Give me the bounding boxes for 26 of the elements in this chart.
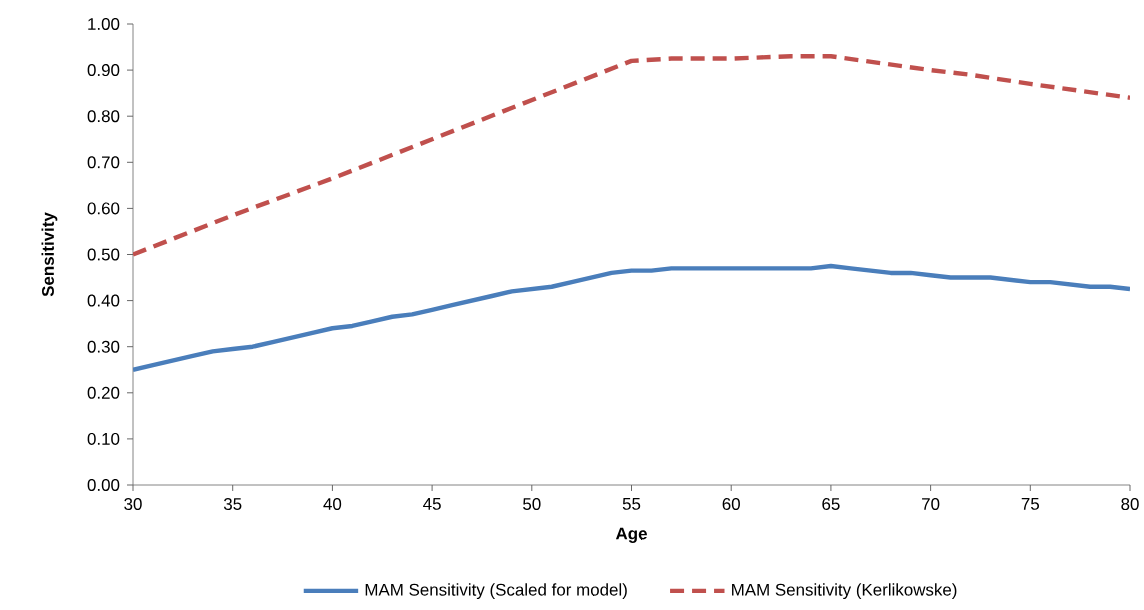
y-tick-label: 0.90 <box>87 64 120 77</box>
y-tick-label: 0.10 <box>87 432 120 445</box>
x-tick-label: 35 <box>223 498 242 511</box>
x-tick-label: 60 <box>722 498 740 511</box>
y-tick-label: 0.60 <box>87 202 120 215</box>
y-tick-label: 0.30 <box>87 340 120 353</box>
x-tick-label: 75 <box>1021 498 1040 510</box>
y-tick-label: 0.00 <box>87 479 120 491</box>
y-axis-title: Sensitivity <box>41 212 58 297</box>
y-tick-label: 1.00 <box>88 18 120 30</box>
x-tick-label: 30 <box>124 498 142 511</box>
legend-label: MAM Sensitivity (Scaled for model) <box>365 583 627 600</box>
x-tick-label: 50 <box>523 498 541 511</box>
y-tick-label: 0.70 <box>87 156 120 169</box>
x-axis-title: Age <box>615 527 647 543</box>
x-tick-label: 80 <box>1121 498 1139 511</box>
x-tick-label: 45 <box>423 498 441 510</box>
y-tick-label: 0.80 <box>87 110 120 123</box>
x-tick-label: 65 <box>822 498 840 511</box>
legend-label: MAM Sensitivity (Kerlikowske) <box>732 583 957 600</box>
x-tick-label: 70 <box>922 498 940 511</box>
x-tick-label: 55 <box>622 498 641 510</box>
y-tick-label: 0.20 <box>87 386 120 399</box>
y-tick-label: 0.50 <box>87 248 120 261</box>
y-tick-label: 0.40 <box>87 294 120 307</box>
x-tick-label: 40 <box>323 498 342 511</box>
